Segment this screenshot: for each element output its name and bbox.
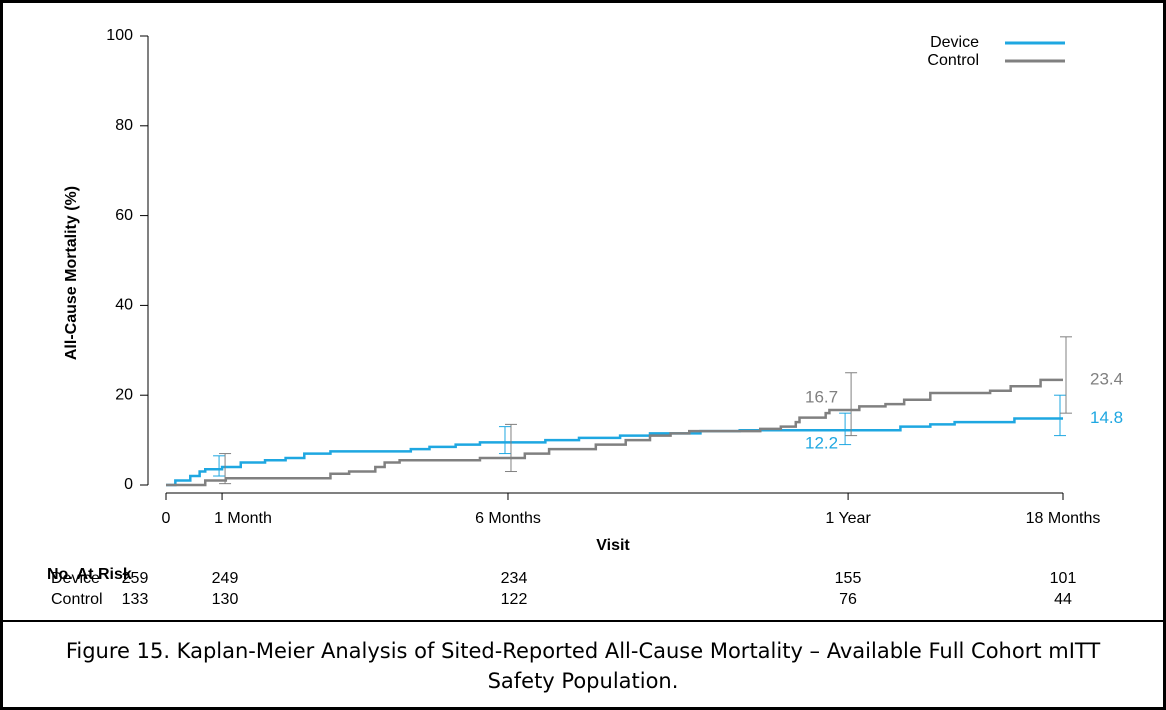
- risk-count: 76: [839, 591, 857, 608]
- separator: [3, 620, 1163, 622]
- risk-count: 122: [501, 591, 528, 608]
- x-tick-label: 6 Months: [475, 510, 541, 527]
- x-tick-label: 0: [162, 510, 171, 527]
- survival-line: [166, 378, 1063, 487]
- risk-count: 130: [212, 591, 239, 608]
- risk-row-label: Device: [51, 570, 100, 587]
- x-tick-label: 1 Year: [825, 510, 871, 527]
- error-bar: [839, 412, 852, 446]
- value-label: 23.4: [1090, 369, 1123, 388]
- risk-table-title: No. At Risk: [47, 566, 132, 583]
- y-tick-label: 40: [115, 297, 133, 314]
- x-tick-label: 18 Months: [1026, 510, 1101, 527]
- risk-count: 234: [501, 570, 528, 587]
- error-bar: [504, 423, 517, 473]
- risk-count: 101: [1050, 570, 1077, 587]
- risk-count: 259: [122, 570, 149, 587]
- error-bar: [498, 426, 511, 455]
- chart: All-Cause Mortality (%) Visit No. At Ris…: [47, 27, 1123, 608]
- risk-count: 44: [1054, 591, 1072, 608]
- x-tick-label: 1 Month: [214, 510, 272, 527]
- error-bar: [1060, 336, 1072, 414]
- y-tick-label: 80: [115, 117, 133, 134]
- value-label: 12.2: [805, 434, 838, 453]
- legend-label: Control: [927, 52, 979, 69]
- risk-count: 249: [212, 570, 239, 587]
- y-tick-label: 20: [115, 386, 133, 403]
- risk-count: 155: [835, 570, 862, 587]
- y-tick-label: 0: [124, 476, 133, 493]
- x-axis-label: Visit: [596, 537, 630, 554]
- risk-count: 133: [122, 591, 149, 608]
- risk-row-label: Control: [51, 591, 103, 608]
- value-label: 14.8: [1090, 408, 1123, 427]
- y-tick-label: 100: [106, 27, 133, 44]
- y-tick-label: 60: [115, 207, 133, 224]
- caption: Figure 15. Kaplan-Meier Analysis of Site…: [65, 639, 1101, 693]
- legend-label: Device: [930, 34, 979, 51]
- survival-line: [166, 417, 1063, 487]
- y-axis-label: All-Cause Mortality (%): [63, 186, 80, 360]
- value-label: 16.7: [805, 388, 838, 407]
- error-bar: [1054, 394, 1066, 437]
- error-bar: [213, 455, 226, 477]
- error-bar: [219, 453, 232, 485]
- error-bar: [845, 372, 858, 437]
